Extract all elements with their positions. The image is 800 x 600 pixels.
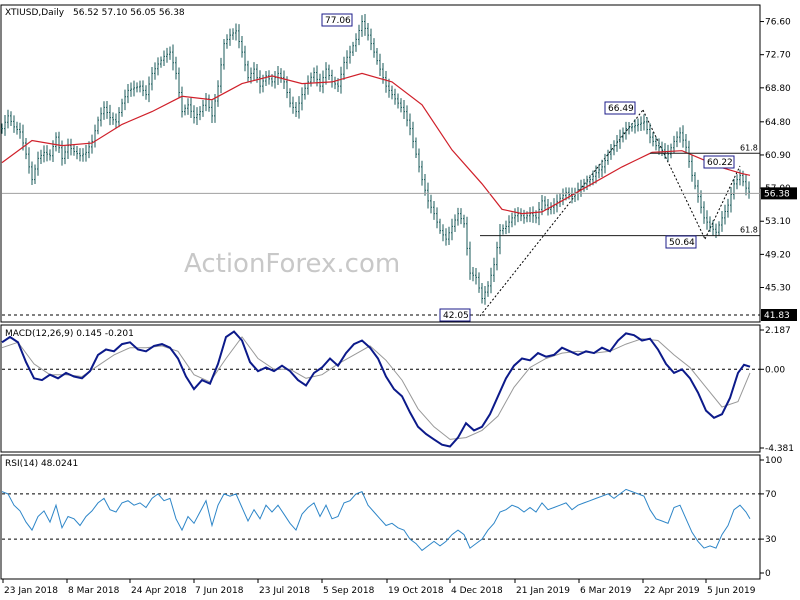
x-tick-label: 23 Jul 2018	[259, 586, 310, 596]
price-panel-frame	[0, 4, 761, 323]
price-ohlc-bars	[1, 13, 750, 305]
x-axis: 23 Jan 2018 8 Mar 2018 24 Apr 2018 7 Jun 20…	[2, 579, 756, 596]
price-annotation-label: 77.06	[325, 16, 351, 26]
price-annotation-box	[703, 155, 735, 169]
price-level-lines	[2, 152, 760, 316]
price-header-ohlc: 56.52 57.10 56.05 56.38	[73, 8, 185, 18]
price-annotation-box	[604, 101, 636, 115]
watermark: ActionForex.com	[184, 249, 400, 279]
x-tick-label: 19 Oct 2018	[388, 586, 444, 596]
x-tick-label: 22 Apr 2019	[644, 586, 700, 596]
price-annotation-box	[321, 13, 353, 27]
macd-y-tick-label: -4.381	[765, 444, 794, 454]
price-annotation-label: 66.49	[608, 104, 634, 114]
price-header-symbol: XTIUSD,Daily	[5, 8, 65, 18]
x-tick-label: 5 Sep 2018	[323, 586, 375, 596]
price-annotation-label: 50.64	[669, 238, 695, 248]
x-tick-label: 21 Jan 2019	[516, 586, 570, 596]
x-tick-label: 7 Jun 2018	[195, 586, 244, 596]
x-tick-label: 6 Mar 2019	[580, 586, 632, 596]
price-dashed-lines	[479, 109, 741, 317]
macd-y-axis: 2.187 0.00 -4.381	[760, 326, 794, 454]
low-marker	[761, 309, 797, 321]
rsi-panel-frame	[0, 454, 761, 580]
price-annotation-label: 42.05	[443, 311, 469, 321]
x-tick-label: 8 Mar 2018	[68, 586, 120, 596]
price-y-tick-label: 53.10	[765, 217, 791, 227]
price-y-tick-label: 76.60	[765, 18, 791, 28]
rsi-grid	[2, 493, 760, 540]
price-annotation-label: 60.22	[707, 158, 733, 168]
macd-panel-frame	[0, 324, 761, 453]
rsi-line	[1, 488, 751, 552]
last-price-marker	[761, 187, 797, 200]
rsi-y-tick-label: 70	[765, 490, 777, 500]
rsi-y-tick-label: 0	[765, 569, 771, 579]
macd-y-tick-label: 0.00	[765, 365, 785, 375]
x-tick-label: 24 Apr 2018	[131, 586, 187, 596]
price-y-tick-label: 49.20	[765, 250, 791, 260]
x-tick-label: 4 Dec 2018	[451, 586, 503, 596]
moving-average-line	[1, 72, 751, 215]
price-annotations: 77.06 66.49 60.22 50.64 42.05 61.8 61.8	[321, 13, 758, 322]
low-label: 41.83	[764, 311, 790, 321]
price-y-tick-label: 64.80	[765, 118, 791, 128]
trend-dash-rebound	[704, 165, 741, 240]
macd-signal-line	[1, 336, 751, 440]
x-tick-label: 5 Jun 2019	[707, 586, 756, 596]
price-y-tick-label: 72.70	[765, 51, 791, 61]
rsi-y-tick-label: 30	[765, 535, 777, 545]
price-y-tick-label: 60.90	[765, 151, 791, 161]
rsi-y-axis: 100 70 30 0	[760, 456, 782, 579]
price-annotation-box	[439, 308, 471, 322]
last-price-label: 56.38	[764, 189, 790, 199]
rsi-header: RSI(14) 48.0241	[5, 459, 78, 469]
price-axis-markers: 56.38 41.83	[761, 187, 797, 321]
price-annotation-box	[665, 235, 697, 249]
price-y-tick-label: 68.80	[765, 84, 791, 94]
rsi-y-tick-label: 100	[765, 456, 782, 466]
price-y-tick-label: 45.30	[765, 284, 791, 294]
macd-header: MACD(12,26,9) 0.145 -0.201	[5, 329, 134, 339]
fib-label: 61.8	[740, 143, 758, 152]
macd-y-tick-label: 2.187	[765, 326, 791, 336]
macd-main-line	[1, 330, 751, 448]
fib-label: 61.8	[740, 226, 758, 235]
price-y-axis: 76.6072.7068.8064.8060.9057.0053.1049.20…	[760, 18, 791, 294]
x-tick-label: 23 Jan 2018	[4, 586, 58, 596]
